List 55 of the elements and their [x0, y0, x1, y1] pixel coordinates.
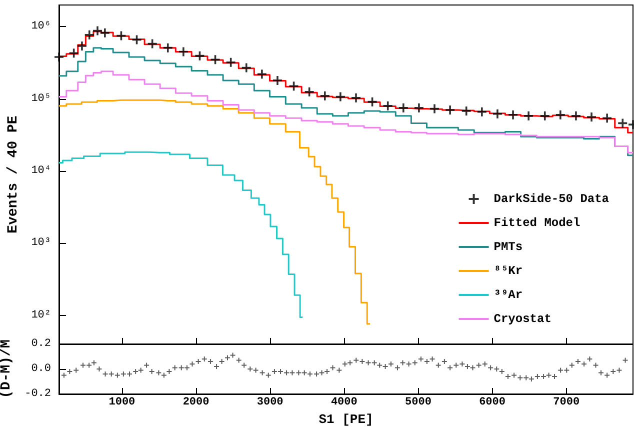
point	[257, 70, 266, 79]
point	[587, 112, 596, 122]
legend-label: Cryostat	[494, 312, 552, 326]
y-tick-label: -0.2	[24, 388, 51, 400]
point	[524, 111, 534, 120]
legend-label: ⁸⁵Kr	[494, 264, 523, 278]
point	[242, 63, 251, 72]
point	[618, 118, 628, 128]
point	[446, 106, 455, 115]
x-tick-label: 4000	[330, 396, 358, 408]
point	[100, 28, 110, 38]
point	[210, 55, 220, 64]
point	[430, 104, 440, 114]
point	[84, 30, 94, 40]
legend-label: Fitted Model	[494, 216, 580, 230]
point	[93, 26, 102, 36]
point	[336, 92, 345, 102]
y-tick-label: 0.2	[31, 338, 51, 350]
point	[571, 111, 580, 120]
point	[320, 91, 330, 100]
point	[272, 76, 282, 85]
point	[508, 110, 518, 120]
point	[414, 103, 424, 112]
x-tick-label: 7000	[553, 396, 580, 408]
point	[383, 101, 392, 110]
point	[352, 93, 360, 102]
y-tick-label: 10⁴	[31, 165, 51, 178]
point	[556, 110, 565, 120]
x-tick-label: 2000	[182, 396, 210, 408]
point	[163, 43, 172, 52]
point	[304, 87, 314, 96]
y-tick-label: 10⁶	[31, 20, 51, 33]
x-tick-label: 1000	[108, 396, 136, 408]
point	[477, 107, 486, 116]
point	[226, 58, 236, 67]
point	[492, 109, 502, 118]
x-tick-label: 5000	[405, 396, 432, 408]
point	[462, 106, 471, 116]
y-tick-label: 10³	[31, 237, 51, 250]
x-tick-label: 3000	[256, 396, 284, 408]
y-tick-label: 10²	[31, 309, 51, 322]
x-axis-title: S1 [PE]	[318, 412, 374, 427]
x-tick-label: 6000	[479, 396, 506, 408]
y-tick-label: 10⁵	[31, 92, 51, 105]
point	[178, 47, 188, 56]
y-tick-label: 0.0	[31, 363, 51, 375]
legend-label: PMTs	[494, 240, 523, 254]
point	[398, 103, 408, 112]
point	[54, 52, 64, 62]
point	[540, 111, 550, 120]
y-axis-title: Events / 40 PE	[5, 116, 22, 234]
point	[602, 114, 612, 123]
legend-label: DarkSide-50 Data	[494, 192, 609, 206]
legend-label: ³⁹Ar	[494, 288, 523, 302]
point	[77, 42, 86, 51]
